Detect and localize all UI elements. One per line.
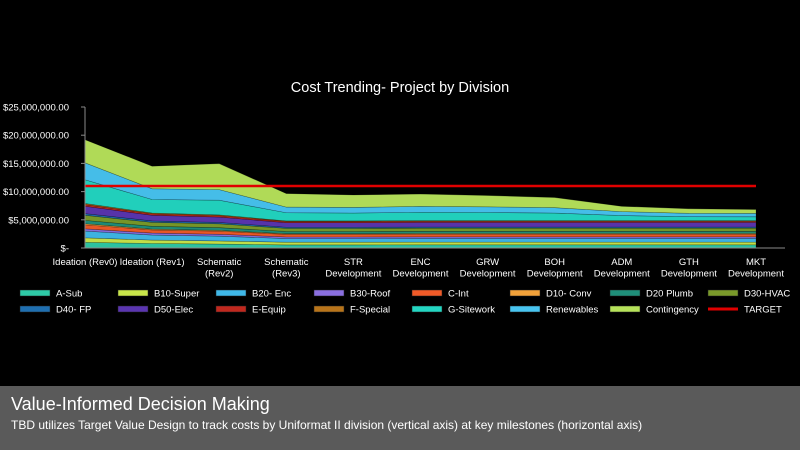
legend-label: F-Special — [350, 305, 390, 316]
caption-title: Value-Informed Decision Making — [11, 394, 270, 414]
legend-swatch — [509, 305, 541, 313]
legend-label: B30-Roof — [350, 289, 390, 300]
legend-swatch — [215, 289, 247, 297]
caption-subtitle: TBD utilizes Target Value Design to trac… — [11, 418, 643, 432]
x-tick-label: Ideation (Rev1) — [120, 257, 185, 268]
legend-label: C-Int — [448, 289, 469, 300]
legend-swatch — [707, 289, 739, 297]
y-axis-ticks: $- $5,000,000.00 $10,000,000.00 $15,000,000… — [3, 103, 85, 255]
legend-swatch — [19, 289, 51, 297]
y-tick-label: $5,000,000.00 — [8, 215, 69, 226]
legend-label: D30-HVAC — [744, 289, 790, 300]
area-d20-plumb — [84, 220, 757, 235]
area-contingency — [84, 139, 757, 214]
x-tick-label: (Rev2) — [205, 269, 234, 280]
y-tick-label: $- — [61, 244, 69, 255]
x-tick-label: Development — [325, 269, 381, 280]
area-b10-super — [84, 237, 757, 246]
x-axis-ticks: Ideation (Rev0) Ideation (Rev1) Schematic(… — [53, 257, 785, 280]
y-tick-label: $10,000,000.00 — [3, 187, 69, 198]
x-tick-label: BOH — [544, 257, 565, 268]
area-d40-fp — [84, 213, 757, 229]
x-tick-label: Development — [594, 269, 650, 280]
x-tick-label: Development — [393, 269, 449, 280]
legend-label: Contingency — [646, 305, 699, 316]
area-g-sitework — [84, 179, 757, 222]
x-tick-label: Ideation (Rev0) — [53, 257, 118, 268]
legend-swatch — [313, 289, 345, 297]
area-e-equip — [84, 204, 757, 224]
y-tick-label: $15,000,000.00 — [3, 159, 69, 170]
x-tick-label: STR — [344, 257, 363, 268]
area-d10-conv — [84, 223, 757, 235]
area-b30-roof — [84, 228, 757, 239]
y-tick-label: $20,000,000.00 — [3, 131, 69, 142]
legend-swatch — [313, 305, 345, 313]
legend: A-Sub B10-Super B20- Enc B30-Roof C-Int D10- … — [19, 289, 790, 316]
legend-swatch — [215, 305, 247, 313]
area-c-int — [84, 224, 757, 238]
legend-label: G-Sitework — [448, 305, 495, 316]
x-tick-label: GRW — [476, 257, 499, 268]
legend-swatch — [117, 305, 149, 313]
legend-label: Renewables — [546, 305, 599, 316]
area-d30-hvac — [84, 214, 757, 232]
area-d50-elec — [84, 205, 757, 228]
legend-label: A-Sub — [56, 289, 82, 300]
legend-label: B10-Super — [154, 289, 199, 300]
caption-banner: Value-Informed Decision Making TBD utili… — [0, 386, 800, 450]
legend-swatch — [708, 307, 738, 311]
x-tick-label: Schematic — [264, 257, 309, 268]
x-tick-label: ENC — [410, 257, 430, 268]
chart-title: Cost Trending- Project by Division — [291, 80, 509, 96]
legend-swatch — [509, 289, 541, 297]
stacked-area-series — [84, 139, 757, 249]
legend-label: D50-Elec — [154, 305, 193, 316]
x-tick-label: Development — [661, 269, 717, 280]
y-tick-label: $25,000,000.00 — [3, 103, 69, 114]
legend-label: B20- Enc — [252, 289, 291, 300]
legend-label: D40- FP — [56, 305, 91, 316]
x-tick-label: Development — [460, 269, 516, 280]
axes — [84, 107, 785, 249]
legend-label: D10- Conv — [546, 289, 592, 300]
x-tick-label: MKT — [746, 257, 766, 268]
legend-swatch — [609, 289, 641, 297]
x-tick-label: ADM — [611, 257, 632, 268]
legend-swatch — [117, 289, 149, 297]
x-tick-label: Schematic — [197, 257, 242, 268]
x-tick-label: GTH — [679, 257, 699, 268]
area-b20-enc — [84, 230, 757, 243]
x-tick-label: (Rev3) — [272, 269, 301, 280]
area-renewables — [84, 162, 757, 218]
legend-label: D20 Plumb — [646, 289, 693, 300]
legend-swatch — [411, 305, 443, 313]
x-tick-label: Development — [728, 269, 784, 280]
legend-swatch — [19, 305, 51, 313]
legend-label: TARGET — [744, 305, 782, 316]
cost-trending-chart: Cost Trending- Project by Division $- $5,… — [3, 80, 790, 316]
legend-swatch — [609, 305, 641, 313]
x-tick-label: Development — [527, 269, 583, 280]
legend-swatch — [411, 289, 443, 297]
legend-label: E-Equip — [252, 305, 286, 316]
